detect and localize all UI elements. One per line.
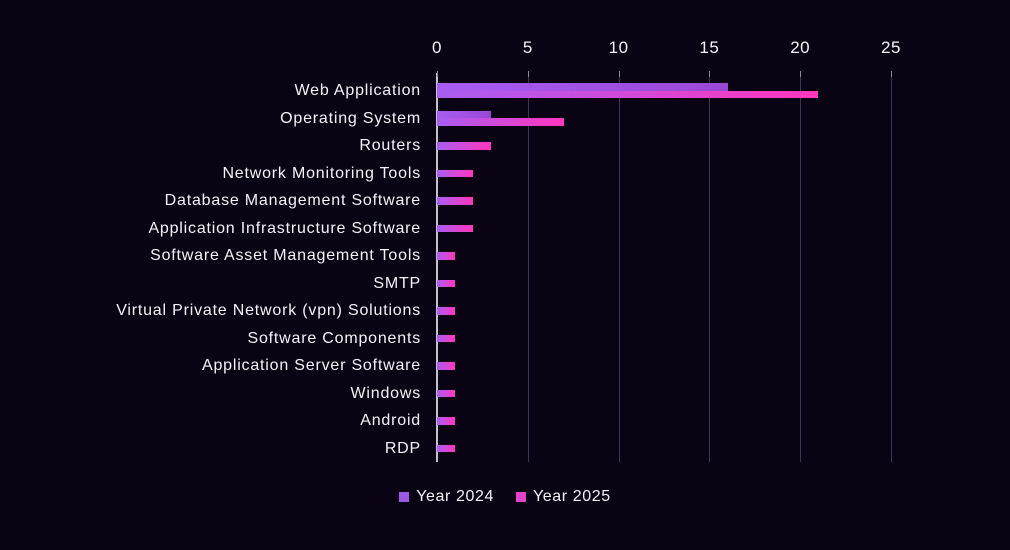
- category-label-windows: Windows: [350, 384, 421, 402]
- category-label-software-components: Software Components: [247, 329, 421, 347]
- bar-network-monitoring-tools-year-2025: [437, 169, 474, 177]
- category-label-application-infrastructure-software: Application Infrastructure Software: [148, 219, 421, 237]
- category-label-operating-system: Operating System: [280, 109, 421, 127]
- bar-software-components-year-2025: [437, 334, 456, 342]
- category-label-smtp: SMTP: [373, 274, 421, 292]
- category-label-rdp: RDP: [384, 439, 421, 457]
- bar-virtual-private-network-vpn-solutions-year-2025: [437, 307, 456, 315]
- category-label-database-management-software: Database Management Software: [164, 192, 421, 209]
- tick-label-x-0: 0: [432, 38, 442, 57]
- legend-item-year-2024[interactable]: Year 2024: [399, 488, 494, 506]
- bar-android-year-2025: [437, 417, 456, 425]
- gridline-x-15: [709, 77, 711, 462]
- tick-label-x-5: 5: [522, 38, 533, 57]
- tick-mark-x-25: [891, 71, 892, 77]
- bar-operating-system-year-2024: [437, 110, 492, 119]
- bar-software-asset-management-tools-year-2025: [437, 252, 456, 260]
- bar-web-application-year-2025: [437, 90, 819, 99]
- tick-label-x-25: 25: [881, 38, 901, 57]
- category-label-network-monitoring-tools: Network Monitoring Tools: [222, 164, 421, 182]
- tick-mark-x-20: [800, 71, 802, 77]
- category-label-android: Android: [360, 412, 421, 429]
- tick-mark-x-15: [709, 71, 711, 77]
- category-label-routers: Routers: [359, 137, 421, 154]
- legend: Year 2024 Year 2025: [0, 488, 1010, 506]
- bar-smtp-year-2025: [437, 279, 456, 287]
- gridline-x-10: [618, 77, 620, 462]
- category-label-software-asset-management-tools: Software Asset Management Tools: [150, 247, 421, 264]
- plot-area: [436, 73, 921, 462]
- bar-application-infrastructure-software-year-2025: [437, 224, 474, 232]
- tick-label-x-10: 10: [608, 38, 629, 57]
- gridline-x-25: [891, 77, 892, 462]
- bar-web-application-year-2024: [437, 83, 728, 91]
- bar-rdp-year-2025: [437, 444, 456, 452]
- tick-label-x-20: 20: [790, 38, 811, 57]
- tick-label-x-15: 15: [699, 38, 720, 57]
- legend-item-year-2025[interactable]: Year 2025: [516, 488, 611, 506]
- bar-operating-system-year-2025: [437, 118, 565, 126]
- category-label-virtual-private-network-vpn-solutions: Virtual Private Network (vpn) Solutions: [116, 302, 421, 319]
- y-axis-line: [436, 73, 438, 462]
- bar-application-server-software-year-2025: [437, 362, 456, 370]
- bar-database-management-software-year-2025: [437, 197, 474, 205]
- tick-mark-x-10: [618, 71, 620, 77]
- category-label-application-server-software: Application Server Software: [201, 357, 421, 374]
- tick-mark-x-5: [527, 71, 529, 77]
- legend-label-year-2025: Year 2025: [533, 488, 611, 505]
- legend-label-year-2024: Year 2024: [416, 488, 494, 505]
- gridline-x-5: [527, 77, 529, 462]
- tick-mark-x-0: [437, 71, 438, 77]
- legend-swatch-year-2025: [516, 492, 526, 502]
- legend-swatch-year-2024: [399, 492, 410, 502]
- category-label-web-application: Web Application: [294, 82, 421, 99]
- gridline-x-20: [800, 77, 802, 462]
- bar-routers-year-2025: [437, 142, 492, 150]
- bar-windows-year-2025: [437, 389, 456, 397]
